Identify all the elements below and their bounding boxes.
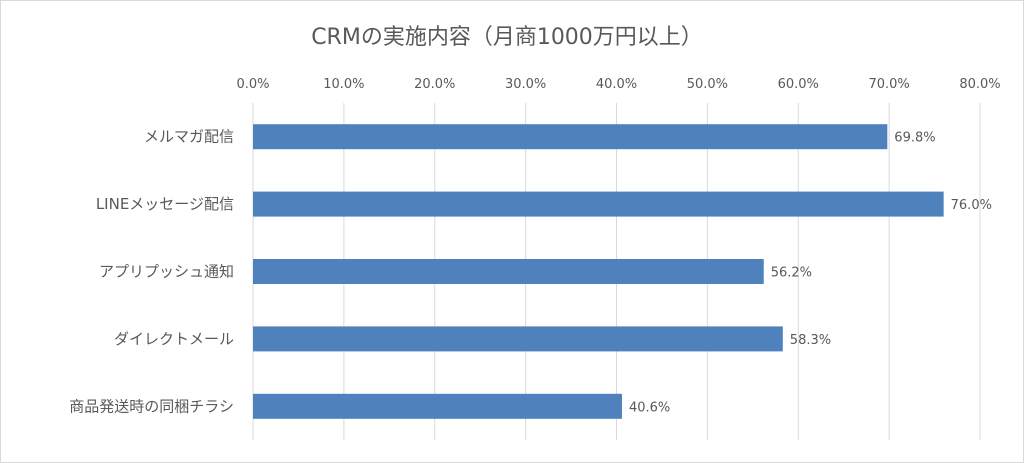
x-tick-label: 80.0% <box>959 77 1000 92</box>
bar <box>253 191 944 217</box>
bar <box>253 124 888 150</box>
x-tick-label: 70.0% <box>868 77 909 92</box>
category-label: 商品発送時の同梱チラシ <box>69 397 234 415</box>
x-tick-label: 40.0% <box>596 77 637 92</box>
bar <box>253 393 622 419</box>
data-label: 40.6% <box>629 400 670 415</box>
x-tick-label: 20.0% <box>414 77 455 92</box>
x-tick-label: 10.0% <box>323 77 364 92</box>
category-label: LINEメッセージ配信 <box>96 195 234 213</box>
category-label: メルマガ配信 <box>144 128 234 146</box>
x-tick-label: 0.0% <box>236 77 269 92</box>
bar <box>253 259 764 284</box>
category-label: ダイレクトメール <box>114 330 234 348</box>
category-label: アプリプッシュ通知 <box>99 263 234 281</box>
data-label: 58.3% <box>790 333 831 348</box>
data-label: 69.8% <box>894 131 935 146</box>
bar <box>253 326 783 352</box>
chart-title: CRMの実施内容（月商1000万円以上） <box>311 25 703 50</box>
data-label: 56.2% <box>771 266 812 281</box>
x-tick-label: 30.0% <box>505 77 546 92</box>
x-tick-label: 60.0% <box>778 77 819 92</box>
data-label: 76.0% <box>951 198 992 213</box>
x-tick-label: 50.0% <box>687 77 728 92</box>
